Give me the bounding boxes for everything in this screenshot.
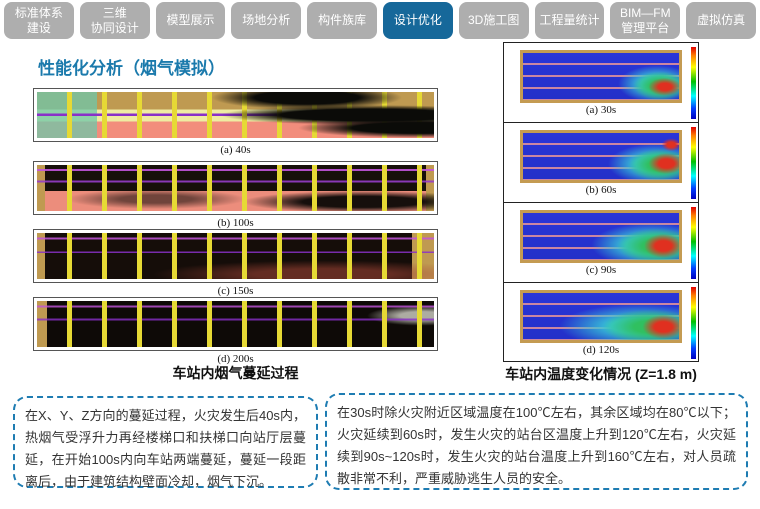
tab-quantity-statistics[interactable]: 工程量统计 (534, 2, 605, 39)
color-scale-bar (691, 47, 696, 119)
tab-bim-fm-platform[interactable]: BIM—FM 管理平台 (610, 2, 681, 39)
smoke-figure-150s: (c) 150s (33, 229, 438, 297)
smoke-spread-panel: (a) 40s (b) 100s (c) 150s (d) 200s 车站内烟气… (33, 88, 438, 388)
smoke-image-label: (b) 100s (217, 217, 254, 229)
color-scale-bar (691, 287, 696, 359)
tab-3d-collaborative-design[interactable]: 三维 协同设计 (79, 2, 150, 39)
smoke-image-100s (33, 161, 438, 215)
temp-image-label: (b) 60s (585, 184, 617, 196)
temp-figure-90s: (c) 90s (504, 203, 698, 283)
temp-figure-120s: (d) 120s (504, 283, 698, 363)
temp-figure-60s: (b) 60s (504, 123, 698, 203)
temp-figure-30s: (a) 30s (504, 43, 698, 123)
tab-design-optimization[interactable]: 设计优化 (382, 2, 453, 39)
page-title: 性能化分析（烟气模拟） (38, 59, 225, 78)
smoke-image-label: (c) 150s (217, 285, 254, 297)
smoke-image-150s (33, 229, 438, 283)
temperature-panel: (a) 30s (b) 60s (c) 90s (d) 120s (503, 42, 699, 362)
smoke-analysis-note: 在X、Y、Z方向的蔓延过程，火灾发生后40s内，热烟气受浮升力再经楼梯口和扶梯口… (13, 396, 318, 489)
tab-virtual-simulation[interactable]: 虚拟仿真 (686, 2, 756, 39)
color-scale-bar (691, 127, 696, 199)
temperature-analysis-note: 在30s时除火灾附近区域温度在100℃左右，其余区域均在80℃以下；火灾延续到6… (325, 393, 748, 490)
temp-image-label: (d) 120s (582, 344, 620, 356)
tab-standard-system[interactable]: 标准体系 建设 (4, 2, 74, 39)
temp-image-90s (520, 210, 682, 263)
smoke-image-label: (d) 200s (217, 353, 254, 365)
smoke-panel-caption: 车站内烟气蔓延过程 (172, 365, 299, 381)
color-scale-bar (691, 207, 696, 279)
tab-component-library[interactable]: 构件族库 (307, 2, 377, 39)
smoke-image-200s (33, 297, 438, 351)
top-nav: 标准体系 建设 三维 协同设计 模型展示 场地分析 构件族库 设计优化 3D施工… (4, 2, 756, 39)
temp-image-30s (520, 50, 682, 103)
tab-site-analysis[interactable]: 场地分析 (231, 2, 302, 39)
temp-image-label: (a) 30s (585, 104, 617, 116)
smoke-figure-200s: (d) 200s (33, 297, 438, 365)
temp-image-60s (520, 130, 682, 183)
smoke-figure-40s: (a) 40s (33, 88, 438, 156)
smoke-image-label: (a) 40s (220, 144, 251, 156)
tab-model-display[interactable]: 模型展示 (155, 2, 226, 39)
temperature-panel-caption: 车站内温度变化情况 (Z=1.8 m) (505, 366, 697, 382)
temp-image-label: (c) 90s (585, 264, 617, 276)
temp-image-120s (520, 290, 682, 343)
smoke-figure-100s: (b) 100s (33, 161, 438, 229)
tab-3d-construction-drawing[interactable]: 3D施工图 (458, 2, 529, 39)
smoke-image-40s (33, 88, 438, 142)
